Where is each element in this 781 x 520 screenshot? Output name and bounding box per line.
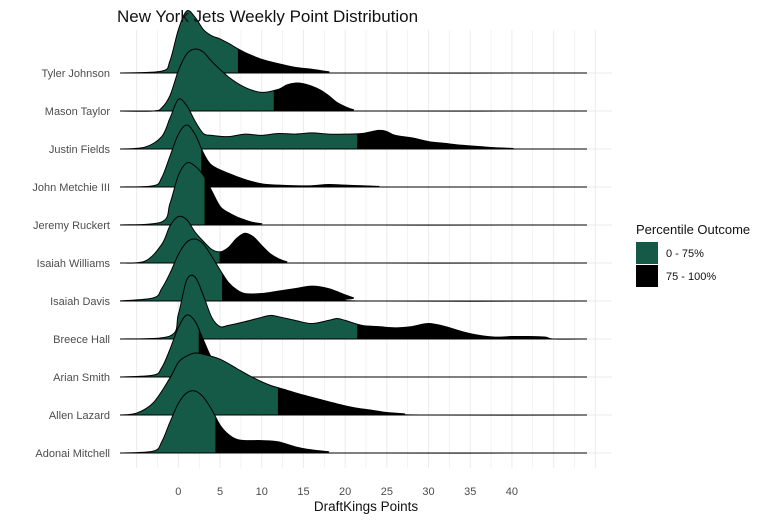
y-label-breece-hall: Breece Hall (53, 334, 110, 346)
ridge-mason-taylor (119, 48, 587, 112)
y-label-isaiah-williams: Isaiah Williams (37, 258, 111, 270)
x-tick-label: 40 (506, 486, 518, 498)
x-tick-label: 35 (464, 486, 476, 498)
y-label-jeremy-ruckert: Jeremy Ruckert (33, 220, 110, 232)
ridge-area-0-75 (120, 10, 239, 73)
ridge-area-0-75 (120, 48, 275, 112)
y-label-mason-taylor: Mason Taylor (45, 106, 111, 118)
ridge-area-75-100 (201, 149, 587, 188)
ridge-outline (119, 98, 587, 150)
ridge-area-0-75 (120, 390, 216, 453)
x-tick-label: 0 (175, 486, 181, 498)
y-label-arian-smith: Arian Smith (53, 372, 110, 384)
y-label-isaiah-davis: Isaiah Davis (50, 296, 110, 308)
ridge-outline (119, 390, 587, 454)
ridge-area-0-75 (120, 275, 358, 339)
ridge-area-75-100 (274, 83, 587, 112)
y-label-tyler-johnson: Tyler Johnson (42, 68, 110, 80)
y-label-allen-lazard: Allen Lazard (49, 410, 110, 422)
y-axis-labels: Tyler Johnson Mason Taylor Justin Fields Jo… (32, 68, 110, 460)
legend-label-0-75: 0 - 75% (666, 248, 704, 260)
ridge-area-0-75 (120, 162, 206, 225)
ridge-area-75-100 (238, 49, 587, 74)
ridge-outline (119, 162, 587, 226)
x-tick-label: 25 (381, 486, 393, 498)
x-tick-label: 15 (297, 486, 309, 498)
x-tick-label: 20 (339, 486, 351, 498)
ridge-adonai-mitchell (119, 390, 587, 454)
y-label-justin-fields: Justin Fields (49, 144, 111, 156)
legend-swatch-0-75 (636, 242, 658, 264)
x-axis-ticks: 0 5 10 15 20 25 30 35 40 (175, 486, 518, 498)
x-tick-label: 5 (217, 486, 223, 498)
ridge-area-75-100 (205, 178, 587, 226)
x-axis-title: DraftKings Points (314, 499, 419, 514)
ridge-outline (119, 10, 587, 74)
y-label-adonai-mitchell: Adonai Mitchell (35, 448, 110, 460)
y-label-john-metchie-iii: John Metchie III (32, 182, 110, 194)
chart-title: New York Jets Weekly Point Distribution (117, 7, 418, 26)
ridge-area-75-100 (357, 323, 587, 340)
ridge-outline (119, 352, 587, 416)
ridge-outline (119, 238, 587, 302)
ridges (119, 10, 587, 454)
ridge-outline (119, 124, 587, 188)
ridge-outline (119, 215, 587, 264)
ridge-outline (119, 48, 587, 112)
ridge-jeremy-ruckert (119, 162, 587, 226)
ridge-area-75-100 (357, 130, 587, 150)
legend: Percentile Outcome 0 - 75% 75 - 100% (636, 222, 750, 287)
x-tick-label: 10 (256, 486, 268, 498)
ridge-area-0-75 (120, 352, 279, 415)
ridge-outline (119, 274, 587, 340)
legend-swatch-75-100 (636, 265, 658, 287)
legend-title: Percentile Outcome (636, 222, 750, 237)
ridge-area-75-100 (215, 417, 587, 454)
legend-label-75-100: 75 - 100% (666, 271, 716, 283)
ridge-area-75-100 (222, 273, 587, 302)
x-tick-label: 30 (422, 486, 434, 498)
ridge-area-75-100 (220, 233, 587, 264)
